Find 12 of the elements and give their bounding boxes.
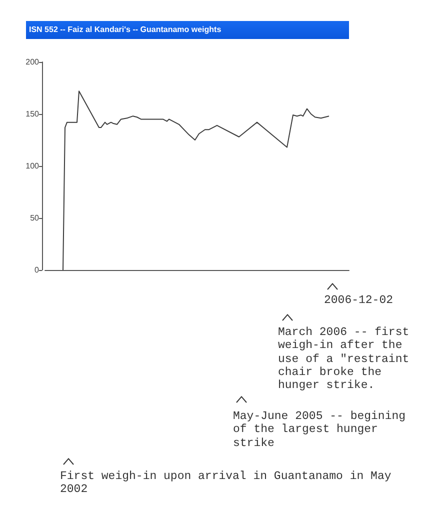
y-tick-label: 0 — [34, 266, 40, 274]
y-tick-label: 50 — [30, 214, 40, 222]
text: First weigh-in upon arrival in Guantanamo in May 2002 — [60, 470, 392, 497]
text: March 2006 -- first weigh-in after the use of a "restraint chair broke the hunger strike. — [278, 326, 410, 392]
text: May-June 2005 -- begining of the largest hunger strike — [233, 410, 406, 450]
y-tick-label: 150 — [26, 110, 40, 118]
y-tick-label: 100 — [26, 162, 40, 170]
line-series — [62, 90, 330, 270]
text: 2006-12-02 — [324, 294, 394, 308]
y-tick-label: 200 — [26, 58, 40, 66]
chart-title: ISN 552 -- Faiz al Kandari's -- Guantanamo weights — [29, 25, 222, 35]
header-panel: ISN 552 -- Faiz al Kandari's -- Guantanamo weights — [26, 21, 349, 39]
